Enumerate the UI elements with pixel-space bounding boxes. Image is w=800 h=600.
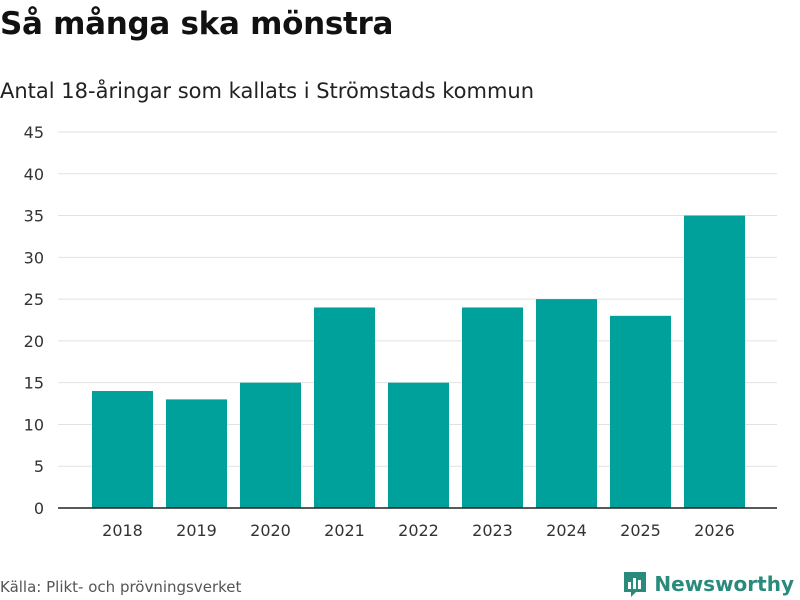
bar-2019[interactable] bbox=[166, 399, 227, 508]
x-tick-label: 2020 bbox=[250, 521, 291, 540]
newsworthy-logo-icon bbox=[624, 572, 647, 597]
y-tick-label: 35 bbox=[24, 207, 44, 226]
x-tick-label: 2022 bbox=[398, 521, 439, 540]
y-tick-label: 25 bbox=[24, 290, 44, 309]
x-tick-label: 2019 bbox=[176, 521, 217, 540]
bar-2023[interactable] bbox=[462, 307, 523, 508]
y-tick-label: 45 bbox=[24, 123, 44, 142]
y-tick-label: 30 bbox=[24, 248, 44, 267]
y-tick-label: 10 bbox=[24, 415, 44, 434]
x-tick-label: 2021 bbox=[324, 521, 365, 540]
y-tick-label: 15 bbox=[24, 374, 44, 393]
bar-2020[interactable] bbox=[240, 382, 301, 508]
x-tick-label: 2018 bbox=[102, 521, 143, 540]
chart-title: Så många ska mönstra bbox=[0, 6, 394, 42]
brand[interactable]: Newsworthy bbox=[622, 570, 794, 598]
x-tick-label: 2024 bbox=[546, 521, 587, 540]
bar-2018[interactable] bbox=[92, 391, 153, 508]
chart-subtitle: Antal 18-åringar som kallats i Strömstad… bbox=[0, 79, 535, 103]
x-tick-label: 2023 bbox=[472, 521, 513, 540]
x-tick-label: 2026 bbox=[694, 521, 735, 540]
bar-2026[interactable] bbox=[684, 215, 745, 509]
y-tick-label: 40 bbox=[24, 165, 44, 184]
y-tick-label: 20 bbox=[24, 332, 44, 351]
source-note: Källa: Plikt- och prövningsverket bbox=[0, 578, 242, 596]
bar-2024[interactable] bbox=[536, 299, 597, 508]
bar-2025[interactable] bbox=[610, 315, 671, 508]
bar-2021[interactable] bbox=[314, 307, 375, 508]
y-tick-label: 5 bbox=[34, 457, 44, 476]
brand-name: Newsworthy bbox=[654, 572, 794, 596]
y-tick-label: 0 bbox=[34, 499, 44, 518]
bar-2022[interactable] bbox=[388, 382, 449, 508]
x-tick-label: 2025 bbox=[620, 521, 661, 540]
